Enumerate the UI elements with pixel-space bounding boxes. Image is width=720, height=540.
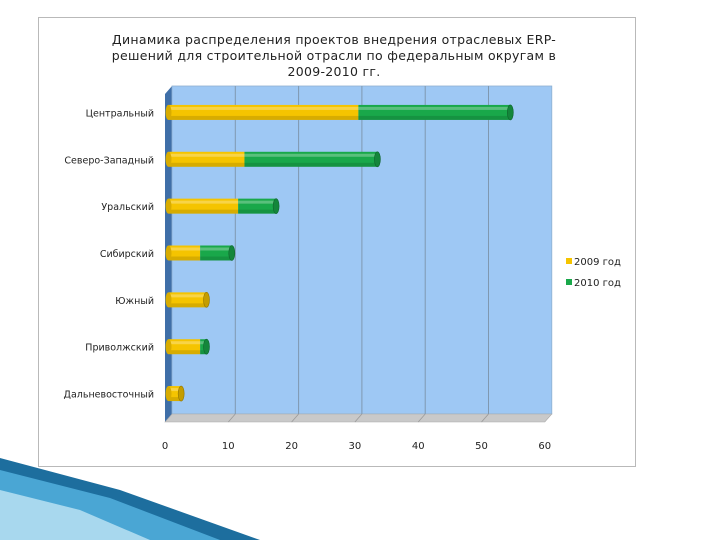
bar-shadow (168, 115, 359, 120)
x-tick-label: 20 (285, 441, 298, 452)
bar-highlight (168, 388, 182, 392)
bar-highlight (168, 106, 359, 110)
bar-end-cap (177, 385, 185, 402)
gridline-floor (291, 413, 299, 423)
bar-highlight (168, 200, 239, 204)
bar-highlight (238, 200, 277, 204)
bar-start-cap (165, 339, 172, 355)
category-label: Дальневосточный (64, 390, 154, 401)
bar-highlight (168, 247, 201, 251)
bar-start-cap (165, 292, 172, 308)
bar-end-cap (203, 292, 210, 308)
bar-shadow (244, 162, 378, 167)
legend-swatch (566, 279, 572, 285)
bar-highlight (168, 341, 201, 345)
x-tick-label: 0 (162, 441, 168, 452)
bar-highlight (168, 153, 245, 157)
category-label: Уральский (101, 202, 154, 213)
bar-shadow (168, 397, 182, 402)
gridline-floor (481, 413, 489, 423)
chart-title: Динамика распределения проектов внедрени… (111, 32, 557, 79)
bar-shadow (168, 256, 201, 261)
bar-2009 (168, 292, 207, 308)
category-label: Северо-Западный (64, 155, 154, 166)
bar-shadow (200, 256, 232, 261)
bar-start-cap (165, 198, 172, 214)
bar-shadow (168, 209, 239, 214)
x-tick-label: 40 (412, 441, 425, 452)
x-tick-label: 50 (475, 441, 488, 452)
bar-2010 (238, 198, 277, 214)
legend-swatch (566, 258, 572, 264)
bar-shadow (168, 350, 201, 355)
bar-shadow (200, 350, 207, 355)
bar-start-cap (165, 104, 172, 120)
bar-2009 (168, 198, 239, 214)
bar-shadow (358, 115, 511, 120)
x-tick-label: 30 (349, 441, 362, 452)
x-tick-label: 10 (222, 441, 235, 452)
gridline-floor (354, 413, 363, 423)
category-label: Сибирский (100, 249, 154, 260)
legend-label: 2009 год (574, 257, 621, 268)
bar-highlight (200, 341, 207, 345)
bar-shadow (238, 209, 277, 214)
gridline-floor (227, 413, 236, 423)
slide-decoration (0, 458, 260, 540)
bar-end-cap (228, 245, 236, 261)
legend-label: 2010 год (574, 278, 621, 289)
bar-highlight (244, 153, 378, 157)
x-tick-label: 60 (538, 441, 551, 452)
bar-2009 (168, 151, 245, 167)
bar-end-cap (374, 151, 381, 168)
gridline-floor (417, 413, 426, 423)
bar-highlight (200, 247, 232, 251)
bar-start-cap (165, 151, 172, 167)
bar-2009 (168, 245, 201, 261)
bar-shadow (168, 303, 207, 308)
bar-2010 (244, 151, 378, 167)
bar-2009 (168, 339, 201, 355)
bar-highlight (168, 294, 207, 298)
category-label: Центральный (86, 108, 154, 119)
bar-2010 (358, 104, 511, 120)
category-label: Южный (115, 296, 154, 307)
bar-end-cap (203, 338, 210, 355)
bar-shadow (168, 162, 245, 167)
category-label: Приволжский (85, 343, 154, 354)
bar-start-cap (165, 386, 172, 402)
bar-2009 (168, 104, 359, 120)
bar-2009 (168, 386, 182, 402)
bar-2010 (200, 245, 232, 261)
bar-end-cap (507, 104, 514, 121)
decor-wave-light (0, 490, 150, 540)
bar-end-cap (272, 198, 280, 214)
bar-highlight (358, 106, 511, 110)
bar-start-cap (165, 245, 172, 261)
